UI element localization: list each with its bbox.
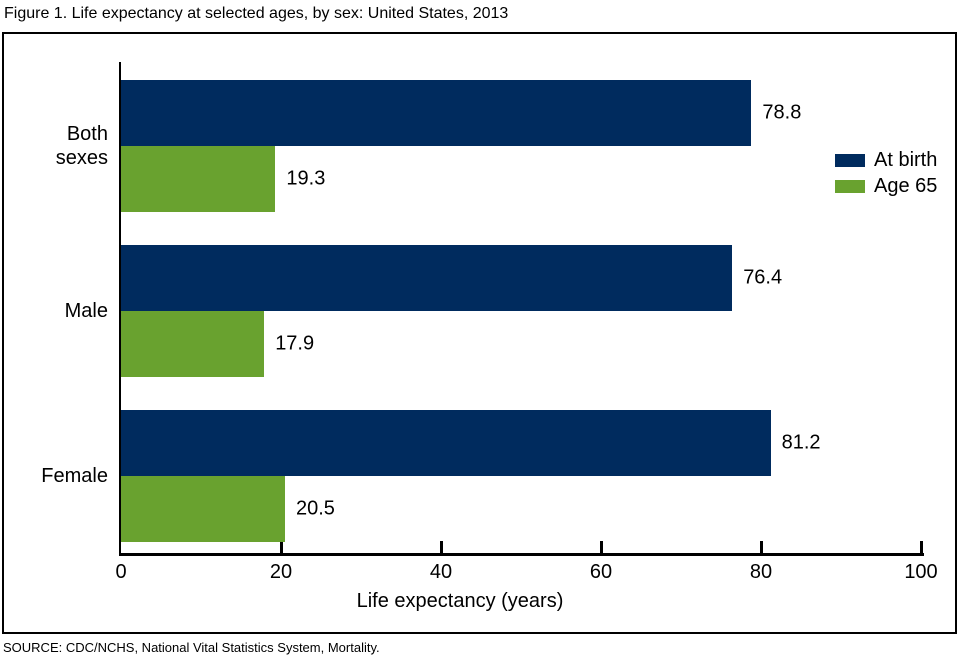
x-tick-label-80: 80 bbox=[749, 561, 773, 583]
bar-at-birth-both-sexes bbox=[121, 80, 752, 146]
value-label-at-birth-both-sexes: 78.8 bbox=[762, 101, 802, 124]
bar-at-birth-female bbox=[121, 410, 771, 476]
x-tick-label-100: 100 bbox=[904, 561, 938, 583]
value-label-age-65-both-sexes: 19.3 bbox=[286, 167, 326, 190]
x-axis-title: Life expectancy (years) bbox=[356, 590, 564, 612]
value-label-age-65-male: 17.9 bbox=[275, 332, 315, 355]
category-label-text: Both sexes bbox=[55, 123, 108, 169]
value-label-at-birth-male: 76.4 bbox=[743, 266, 783, 289]
bar-age-65-male bbox=[121, 311, 265, 377]
x-axis-line bbox=[119, 553, 924, 556]
x-tick-label-40: 40 bbox=[429, 561, 453, 583]
value-label-age-65-female: 20.5 bbox=[296, 497, 335, 520]
x-tick-label-0: 0 bbox=[115, 561, 127, 583]
legend-swatch-age-65 bbox=[835, 179, 865, 193]
chart-legend: At birth Age 65 bbox=[835, 148, 938, 202]
bar-age-65-both-sexes bbox=[121, 146, 276, 212]
x-tick-20 bbox=[280, 541, 283, 553]
legend-label-age-65: Age 65 bbox=[874, 174, 938, 197]
category-label-both-sexes: Both sexes bbox=[0, 80, 108, 212]
x-tick-80 bbox=[760, 541, 763, 553]
category-label-male: Male bbox=[0, 245, 108, 377]
category-label-female: Female bbox=[0, 410, 108, 542]
bar-at-birth-male bbox=[121, 245, 733, 311]
figure-title: Figure 1. Life expectancy at selected ag… bbox=[4, 5, 509, 22]
legend-label-at-birth: At birth bbox=[874, 148, 938, 171]
x-tick-100 bbox=[920, 541, 923, 553]
category-label-text: Female bbox=[41, 465, 108, 487]
x-tick-label-60: 60 bbox=[589, 561, 613, 583]
value-label-at-birth-female: 81.2 bbox=[781, 431, 821, 454]
x-tick-label-20: 20 bbox=[269, 561, 293, 583]
bar-age-65-female bbox=[121, 476, 285, 542]
legend-swatch-at-birth bbox=[835, 153, 865, 167]
y-axis-line bbox=[119, 62, 121, 556]
x-tick-60 bbox=[600, 541, 603, 553]
source-note: SOURCE: CDC/NCHS, National Vital Statist… bbox=[3, 640, 380, 655]
legend-item-age-65: Age 65 bbox=[835, 174, 938, 197]
x-tick-40 bbox=[440, 541, 443, 553]
category-label-text: Male bbox=[64, 300, 108, 322]
legend-item-at-birth: At birth bbox=[835, 148, 938, 171]
